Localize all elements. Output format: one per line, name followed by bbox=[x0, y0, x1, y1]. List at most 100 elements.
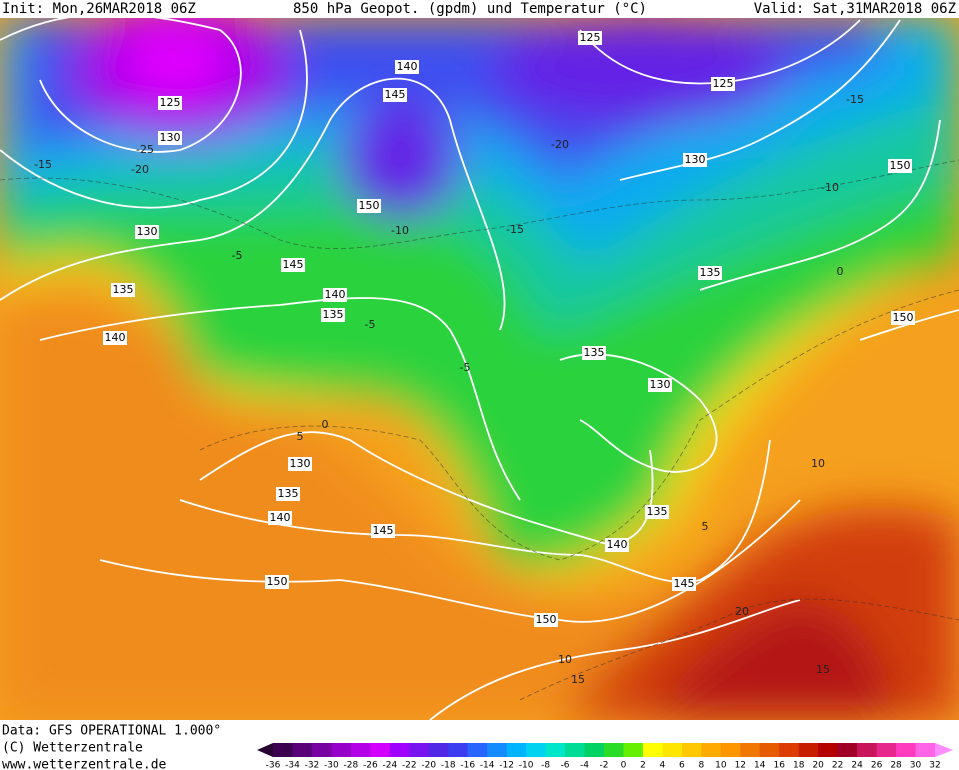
geopotential-label: 140 bbox=[270, 511, 291, 524]
label-box bbox=[605, 538, 629, 552]
scale-cell bbox=[623, 743, 644, 757]
temperature-field bbox=[0, 18, 959, 720]
scale-label: -14 bbox=[480, 761, 495, 770]
scale-label: 4 bbox=[660, 761, 666, 770]
website: www.wetterzentrale.de bbox=[2, 758, 167, 770]
geopotential-label: 145 bbox=[283, 258, 304, 271]
scale-label: 16 bbox=[774, 761, 786, 770]
scale-cell bbox=[292, 743, 313, 757]
scale-cell bbox=[409, 743, 430, 757]
temperature-label: -10 bbox=[821, 181, 839, 194]
scale-label: -20 bbox=[421, 761, 436, 770]
scale-label: -28 bbox=[344, 761, 359, 770]
map-title: 850 hPa Geopot. (gpdm) und Temperatur (°… bbox=[293, 1, 647, 17]
scale-label: 18 bbox=[793, 761, 805, 770]
scale-label: -22 bbox=[402, 761, 417, 770]
geopotential-labels: 125 125 130 140 145 125 130 150 150 130 145 135 135 1… bbox=[103, 31, 915, 627]
geopotential-label: 125 bbox=[580, 31, 601, 44]
scale-cell bbox=[779, 743, 800, 757]
scale-label: 12 bbox=[735, 761, 746, 770]
geopotential-label: 135 bbox=[584, 346, 605, 359]
scale-cell bbox=[798, 743, 819, 757]
scale-cell bbox=[389, 743, 410, 757]
geopotential-label: 140 bbox=[325, 288, 346, 301]
scale-cell bbox=[642, 743, 663, 757]
temperature-label: 15 bbox=[816, 663, 830, 676]
scale-label: -4 bbox=[580, 761, 589, 770]
scale-label: -18 bbox=[441, 761, 456, 770]
scale-cell bbox=[740, 743, 761, 757]
scale-label: -32 bbox=[305, 761, 320, 770]
scale-label: -2 bbox=[600, 761, 609, 770]
valid-time: Valid: Sat,31MAR2018 06Z bbox=[754, 1, 956, 17]
geopotential-label: 140 bbox=[105, 331, 126, 344]
scale-label: 0 bbox=[621, 761, 627, 770]
geopotential-label: 125 bbox=[160, 96, 181, 109]
temperature-label: 10 bbox=[811, 457, 825, 470]
scale-cell bbox=[604, 743, 624, 757]
scale-label: 20 bbox=[812, 761, 824, 770]
temperature-label: -20 bbox=[131, 163, 149, 176]
geopotential-label: 125 bbox=[713, 77, 734, 90]
temperature-label: -5 bbox=[232, 249, 243, 262]
label-box bbox=[357, 199, 381, 213]
geopotential-label: 145 bbox=[385, 88, 406, 101]
label-box bbox=[268, 511, 292, 525]
label-box bbox=[648, 378, 672, 392]
scale-cell bbox=[915, 743, 936, 757]
geopotential-label: 145 bbox=[674, 577, 695, 590]
label-box bbox=[711, 77, 735, 91]
scale-cell bbox=[370, 743, 391, 757]
label-box bbox=[103, 331, 127, 345]
geopotential-label: 135 bbox=[647, 505, 668, 518]
scale-label: 24 bbox=[851, 761, 863, 770]
scale-label: 14 bbox=[754, 761, 766, 770]
geopotential-label: 130 bbox=[290, 457, 311, 470]
label-box bbox=[281, 258, 305, 272]
color-scale: -36 -34 -32 -30 -28 -26 -24 -22 -20 -18 -16 -14 -12-… bbox=[257, 743, 953, 770]
copyright: (C) Wetterzentrale bbox=[2, 741, 143, 756]
label-box bbox=[276, 487, 300, 501]
geopotential-label: 150 bbox=[359, 199, 380, 212]
scale-cell bbox=[720, 743, 741, 757]
scale-cell bbox=[681, 743, 702, 757]
label-box bbox=[383, 88, 407, 102]
geopotential-label: 135 bbox=[700, 266, 721, 279]
scale-cell bbox=[350, 743, 371, 757]
data-source: Data: GFS OPERATIONAL 1.000° bbox=[2, 724, 221, 739]
scale-cell bbox=[876, 743, 897, 757]
scale-label: 32 bbox=[929, 761, 940, 770]
scale-cell bbox=[818, 743, 839, 757]
temperature-label: 20 bbox=[735, 605, 749, 618]
temperature-label: 0 bbox=[837, 265, 844, 278]
scale-label: -6 bbox=[561, 761, 570, 770]
label-box bbox=[265, 575, 289, 589]
geopotential-label: 150 bbox=[267, 575, 288, 588]
geopotential-label: 135 bbox=[323, 308, 344, 321]
label-box bbox=[891, 311, 915, 325]
label-box bbox=[158, 131, 182, 145]
label-box bbox=[534, 613, 558, 627]
label-box bbox=[698, 266, 722, 280]
temperature-label: 15 bbox=[571, 673, 585, 686]
scale-cell bbox=[584, 743, 605, 757]
scale-label: 26 bbox=[871, 761, 883, 770]
scale-cell bbox=[331, 743, 352, 757]
scale-label: 28 bbox=[890, 761, 902, 770]
geopotential-label: 150 bbox=[890, 159, 911, 172]
scale-label: 10 bbox=[715, 761, 727, 770]
label-box bbox=[288, 457, 312, 471]
scale-high-arrow bbox=[935, 743, 953, 757]
temperature-label: 0 bbox=[322, 418, 329, 431]
scale-cell bbox=[662, 743, 683, 757]
scale-label: -24 bbox=[382, 761, 397, 770]
temperature-label: -20 bbox=[551, 138, 569, 151]
scale-label: -16 bbox=[460, 761, 475, 770]
scale-cell bbox=[565, 743, 586, 757]
temperature-label: -10 bbox=[391, 224, 409, 237]
scale-cell bbox=[487, 743, 508, 757]
label-box bbox=[135, 225, 159, 239]
geopotential-label: 145 bbox=[373, 524, 394, 537]
temperature-label: 5 bbox=[702, 520, 709, 533]
scale-label: -34 bbox=[285, 761, 300, 770]
